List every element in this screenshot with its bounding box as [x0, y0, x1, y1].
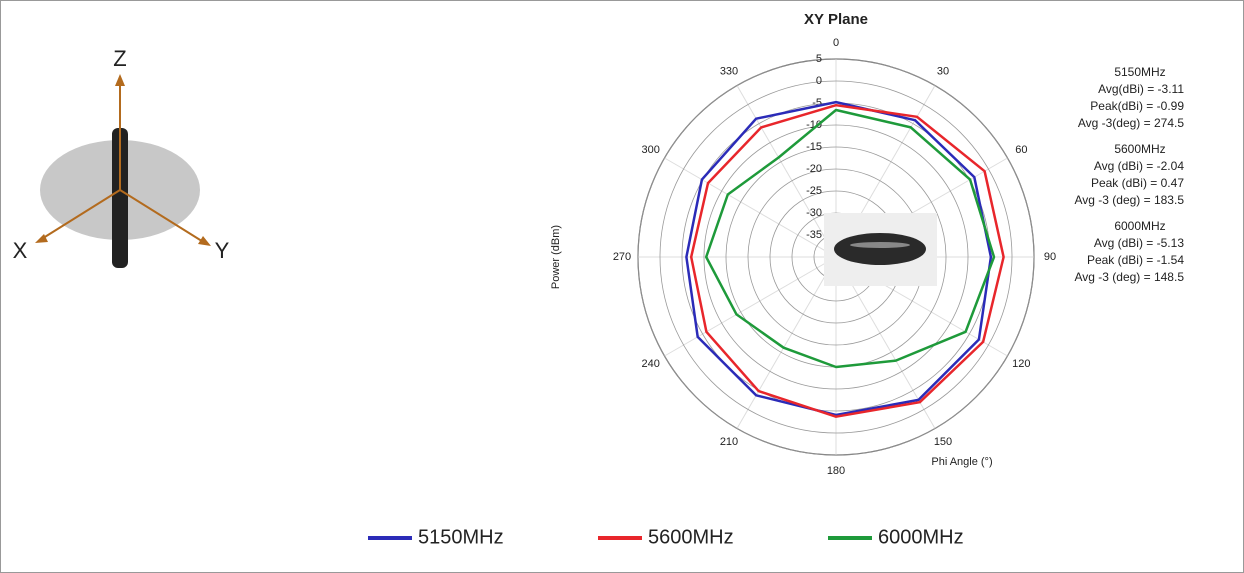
stats-line: Avg (dBi) = -2.04 — [1094, 159, 1184, 173]
stats-line: Avg (dBi) = -5.13 — [1094, 236, 1184, 250]
frame — [1, 1, 1244, 573]
stats-line: Avg(dBi) = -3.11 — [1098, 82, 1184, 96]
r-tick-label: -15 — [806, 141, 822, 153]
r-tick-label: -25 — [806, 185, 822, 197]
theta-tick-label: 30 — [937, 66, 949, 78]
r-tick-label: -35 — [806, 229, 822, 241]
legend-label: 5150MHz — [418, 526, 504, 548]
stats-line: Peak (dBi) = -1.54 — [1087, 253, 1184, 267]
theta-tick-label: 90 — [1044, 251, 1056, 263]
theta-axis-label: Phi Angle (°) — [931, 456, 992, 468]
inset-shine — [850, 242, 910, 248]
theta-tick-label: 330 — [720, 66, 738, 78]
page: X Y Z XY Plane Power (dBm) Phi Angle (°)… — [0, 0, 1244, 573]
theta-tick-label: 120 — [1012, 358, 1030, 370]
r-axis-label: Power (dBm) — [550, 225, 562, 289]
stats-title: 5150MHz — [1114, 65, 1165, 79]
axis-letter: Z — [113, 46, 126, 71]
theta-tick-label: 240 — [641, 358, 659, 370]
legend-label: 6000MHz — [878, 526, 964, 548]
stats-line: Peak(dBi) = -0.99 — [1090, 99, 1184, 113]
theta-tick-label: 60 — [1015, 144, 1027, 156]
theta-tick-label: 180 — [827, 465, 845, 477]
theta-tick-label: 300 — [641, 144, 659, 156]
r-tick-label: -20 — [806, 163, 822, 175]
r-tick-label: 0 — [816, 75, 822, 87]
legend-label: 5600MHz — [648, 526, 734, 548]
stats-title: 6000MHz — [1114, 219, 1165, 233]
stats-line: Avg -3 (deg) = 183.5 — [1074, 193, 1184, 207]
axis-letter: Y — [215, 238, 230, 263]
theta-tick-label: 270 — [613, 251, 631, 263]
axis-letter: X — [13, 238, 28, 263]
r-tick-label: 5 — [816, 53, 822, 65]
stats-line: Avg -3 (deg) = 148.5 — [1074, 270, 1184, 284]
inset-antenna — [834, 233, 926, 265]
stats-line: Avg -3(deg) = 274.5 — [1078, 116, 1185, 130]
r-tick-label: -30 — [806, 207, 822, 219]
stats-line: Peak (dBi) = 0.47 — [1091, 176, 1184, 190]
theta-tick-label: 0 — [833, 37, 839, 49]
theta-tick-label: 210 — [720, 436, 738, 448]
theta-tick-label: 150 — [934, 436, 952, 448]
stats-title: 5600MHz — [1114, 142, 1165, 156]
chart-title: XY Plane — [804, 11, 868, 28]
